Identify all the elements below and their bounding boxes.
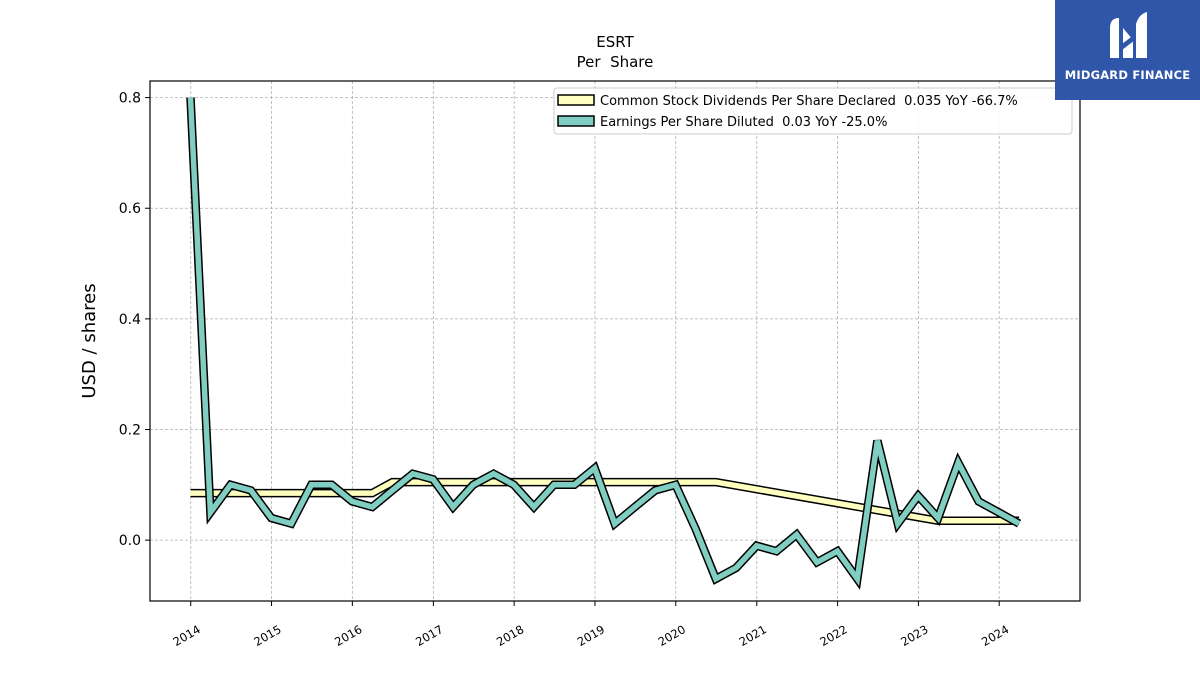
logo-text: MIDGARD FINANCE — [1064, 68, 1191, 82]
y-tick-label: 0.2 — [119, 423, 141, 439]
series-line — [187, 97, 1021, 587]
chart-title: ESRT — [596, 33, 634, 51]
x-axis: 2014 2015 2016 2017 2018 2019 2020 2021 2022 2023… — [171, 601, 1011, 649]
y-axis-label: USD / shares — [79, 283, 100, 398]
x-tick-label: 2017 — [413, 622, 445, 649]
legend-label: Common Stock Dividends Per Share Declare… — [600, 94, 1018, 109]
x-tick-label: 2022 — [817, 622, 849, 649]
x-tick-label: 2016 — [332, 622, 364, 649]
x-tick-label: 2014 — [171, 622, 203, 649]
x-tick-label: 2024 — [979, 622, 1011, 649]
x-tick-label: 2018 — [494, 622, 526, 649]
plot-frame — [149, 80, 1081, 602]
y-axis: 0.0 0.2 0.4 0.6 0.8 — [119, 91, 150, 549]
series-layer — [186, 97, 1022, 590]
x-tick-label: 2023 — [898, 622, 930, 649]
series-2 — [186, 97, 1022, 590]
x-tick-label: 2020 — [656, 622, 688, 649]
midgard-finance-logo: MIDGARD FINANCE — [1055, 0, 1200, 100]
legend-box — [553, 87, 1073, 135]
legend-label: Earnings Per Share Diluted 0.03 YoY -25.… — [600, 115, 887, 130]
x-tick-label: 2021 — [737, 622, 769, 649]
legend: Common Stock Dividends Per Share Declare… — [553, 87, 1073, 135]
y-tick-label: 0.6 — [119, 201, 141, 217]
legend-swatch — [557, 115, 595, 127]
y-tick-label: 0.0 — [119, 533, 141, 549]
y-tick-label: 0.8 — [119, 91, 141, 107]
x-tick-label: 2015 — [251, 622, 283, 649]
legend-swatch — [557, 94, 595, 106]
x-tick-label: 2019 — [575, 622, 607, 649]
logo-mark-icon — [1110, 12, 1147, 58]
chart-subtitle: Per Share — [577, 53, 654, 71]
y-tick-label: 0.4 — [119, 312, 141, 328]
